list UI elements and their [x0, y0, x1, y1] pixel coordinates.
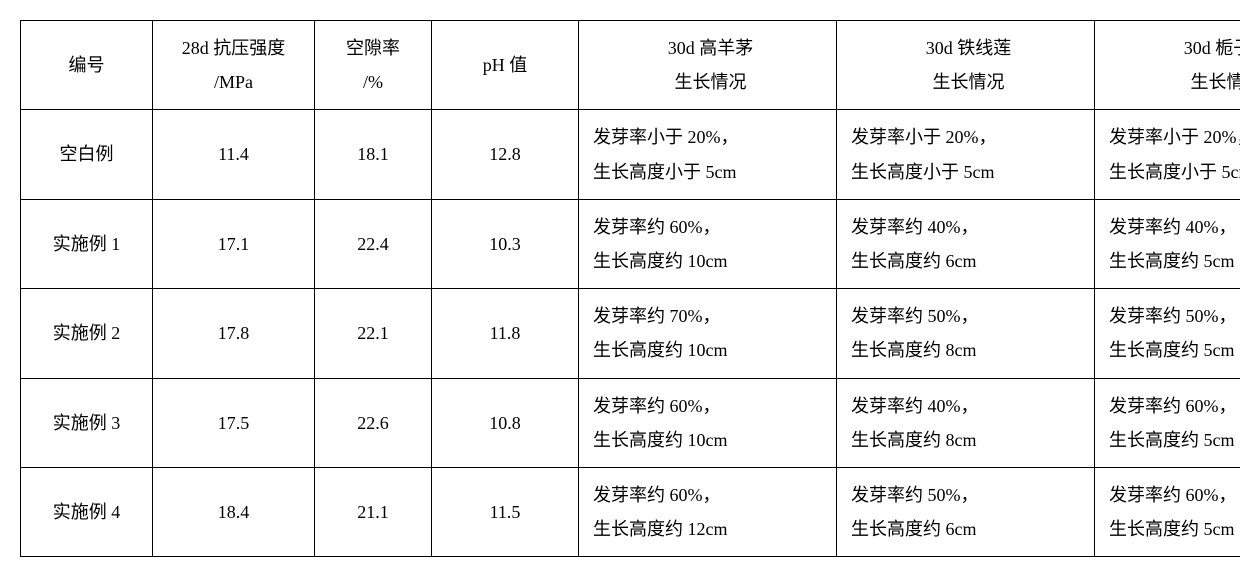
header-g1: 30d 高羊茅 生长情况 — [579, 21, 837, 110]
header-mpa-line1: 28d 抗压强度 — [161, 31, 306, 65]
cell: 18.1 — [315, 110, 432, 199]
cell-line: 生长高度约 12cm — [593, 512, 828, 546]
cell: 17.8 — [153, 289, 315, 378]
cell: 发芽率约 60%，生长高度约 12cm — [579, 467, 837, 556]
cell-line: 生长高度约 10cm — [593, 333, 828, 367]
header-g3-line1: 30d 栀子花 — [1109, 31, 1240, 65]
cell: 发芽率约 40%，生长高度约 6cm — [837, 199, 1095, 288]
cell-line: 发芽率约 60%， — [1109, 389, 1240, 423]
cell-line: 生长高度约 6cm — [851, 512, 1086, 546]
cell-line: 生长高度约 5cm — [1109, 512, 1240, 546]
header-ph: pH 值 — [432, 21, 579, 110]
cell-line: 生长高度约 5cm — [1109, 423, 1240, 457]
cell: 空白例 — [21, 110, 153, 199]
cell: 实施例 3 — [21, 378, 153, 467]
cell: 10.3 — [432, 199, 579, 288]
cell: 发芽率小于 20%，生长高度小于 5cm — [579, 110, 837, 199]
cell: 发芽率约 40%，生长高度约 8cm — [837, 378, 1095, 467]
cell-line: 发芽率约 40%， — [1109, 210, 1240, 244]
cell-line: 生长高度约 8cm — [851, 423, 1086, 457]
cell-line: 生长高度约 10cm — [593, 423, 828, 457]
cell-line: 发芽率约 60%， — [593, 210, 828, 244]
header-g2-line2: 生长情况 — [851, 65, 1086, 99]
cell-line: 发芽率约 60%， — [1109, 478, 1240, 512]
cell: 11.5 — [432, 467, 579, 556]
cell-line: 发芽率约 40%， — [851, 210, 1086, 244]
cell: 21.1 — [315, 467, 432, 556]
header-g1-line1: 30d 高羊茅 — [593, 31, 828, 65]
cell: 发芽率约 60%，生长高度约 5cm — [1095, 378, 1240, 467]
table-row: 实施例 117.122.410.3发芽率约 60%，生长高度约 10cm发芽率约… — [21, 199, 1240, 288]
cell-line: 发芽率小于 20%， — [851, 120, 1086, 154]
cell: 10.8 — [432, 378, 579, 467]
cell-line: 生长高度约 8cm — [851, 333, 1086, 367]
header-void-line2: /% — [323, 65, 423, 99]
cell-line: 发芽率约 50%， — [1109, 299, 1240, 333]
header-g1-line2: 生长情况 — [593, 65, 828, 99]
header-g3-line2: 生长情况 — [1109, 65, 1240, 99]
cell-line: 发芽率小于 20%， — [1109, 120, 1240, 154]
cell: 实施例 2 — [21, 289, 153, 378]
table-row: 实施例 217.822.111.8发芽率约 70%，生长高度约 10cm发芽率约… — [21, 289, 1240, 378]
cell: 17.5 — [153, 378, 315, 467]
data-table: 编号 28d 抗压强度 /MPa 空隙率 /% pH 值 30d 高羊茅 — [20, 20, 1240, 557]
header-g2-line1: 30d 铁线莲 — [851, 31, 1086, 65]
table-row: 实施例 418.421.111.5发芽率约 60%，生长高度约 12cm发芽率约… — [21, 467, 1240, 556]
cell: 发芽率约 50%，生长高度约 8cm — [837, 289, 1095, 378]
cell: 11.8 — [432, 289, 579, 378]
cell: 18.4 — [153, 467, 315, 556]
header-row: 编号 28d 抗压强度 /MPa 空隙率 /% pH 值 30d 高羊茅 — [21, 21, 1240, 110]
cell-line: 发芽率小于 20%， — [593, 120, 828, 154]
cell-line: 发芽率约 60%， — [593, 389, 828, 423]
cell: 发芽率约 60%，生长高度约 5cm — [1095, 467, 1240, 556]
cell-line: 生长高度小于 5cm — [851, 155, 1086, 189]
cell-line: 生长高度约 5cm — [1109, 244, 1240, 278]
cell-line: 生长高度小于 5cm — [593, 155, 828, 189]
cell: 发芽率小于 20%，生长高度小于 5cm — [837, 110, 1095, 199]
header-mpa: 28d 抗压强度 /MPa — [153, 21, 315, 110]
cell-line: 发芽率约 40%， — [851, 389, 1086, 423]
cell-line: 生长高度约 6cm — [851, 244, 1086, 278]
header-void: 空隙率 /% — [315, 21, 432, 110]
cell-line: 发芽率约 50%， — [851, 478, 1086, 512]
table-row: 实施例 317.522.610.8发芽率约 60%，生长高度约 10cm发芽率约… — [21, 378, 1240, 467]
header-mpa-line2: /MPa — [161, 65, 306, 99]
cell-line: 生长高度约 5cm — [1109, 333, 1240, 367]
header-g3: 30d 栀子花 生长情况 — [1095, 21, 1240, 110]
cell: 实施例 1 — [21, 199, 153, 288]
cell: 发芽率约 40%，生长高度约 5cm — [1095, 199, 1240, 288]
header-g2: 30d 铁线莲 生长情况 — [837, 21, 1095, 110]
cell: 22.6 — [315, 378, 432, 467]
header-id: 编号 — [21, 21, 153, 110]
cell: 12.8 — [432, 110, 579, 199]
cell: 发芽率约 70%，生长高度约 10cm — [579, 289, 837, 378]
cell: 17.1 — [153, 199, 315, 288]
header-id-text: 编号 — [29, 48, 144, 82]
header-ph-text: pH 值 — [440, 48, 570, 82]
table-body: 空白例11.418.112.8发芽率小于 20%，生长高度小于 5cm发芽率小于… — [21, 110, 1240, 557]
table-header: 编号 28d 抗压强度 /MPa 空隙率 /% pH 值 30d 高羊茅 — [21, 21, 1240, 110]
cell-line: 生长高度约 10cm — [593, 244, 828, 278]
cell: 22.1 — [315, 289, 432, 378]
cell: 发芽率小于 20%，生长高度小于 5cm — [1095, 110, 1240, 199]
cell: 实施例 4 — [21, 467, 153, 556]
cell: 发芽率约 50%，生长高度约 6cm — [837, 467, 1095, 556]
cell: 22.4 — [315, 199, 432, 288]
cell: 发芽率约 60%，生长高度约 10cm — [579, 378, 837, 467]
table-row: 空白例11.418.112.8发芽率小于 20%，生长高度小于 5cm发芽率小于… — [21, 110, 1240, 199]
cell-line: 发芽率约 50%， — [851, 299, 1086, 333]
header-void-line1: 空隙率 — [323, 31, 423, 65]
cell-line: 生长高度小于 5cm — [1109, 155, 1240, 189]
cell-line: 发芽率约 60%， — [593, 478, 828, 512]
cell: 发芽率约 60%，生长高度约 10cm — [579, 199, 837, 288]
cell: 11.4 — [153, 110, 315, 199]
cell-line: 发芽率约 70%， — [593, 299, 828, 333]
cell: 发芽率约 50%，生长高度约 5cm — [1095, 289, 1240, 378]
